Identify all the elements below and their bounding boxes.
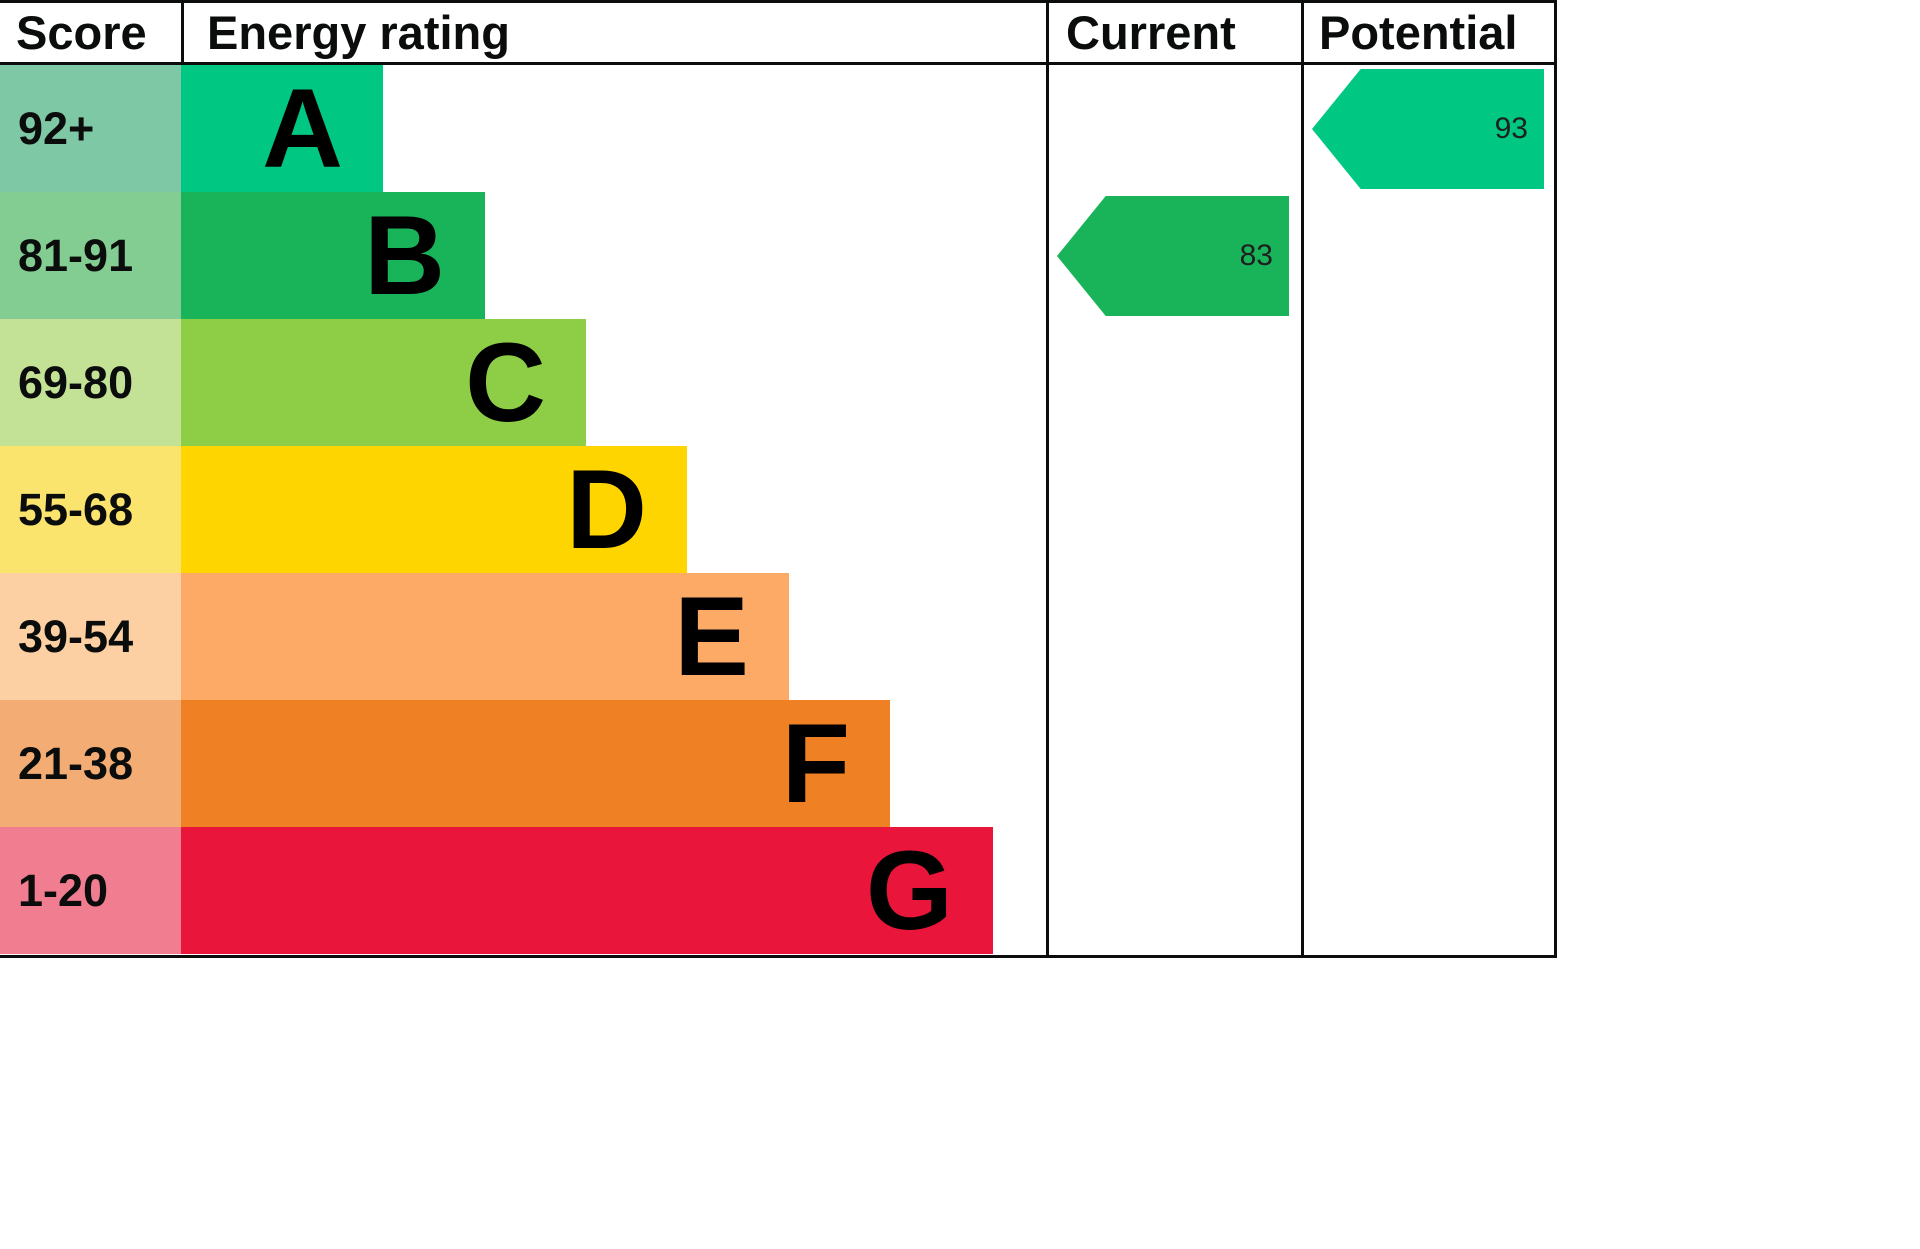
band-letter-d: D <box>566 446 647 572</box>
score-range-f: 21-38 <box>0 700 181 827</box>
band-bar-area: G <box>181 827 1045 954</box>
band-letter-g: G <box>865 827 953 953</box>
score-range-a: 92+ <box>0 65 181 192</box>
score-range-d: 55-68 <box>0 446 181 573</box>
band-row-d: 55-68 D <box>0 446 1557 573</box>
band-bar-area: A <box>181 65 1045 192</box>
band-bar-d: D <box>181 446 687 573</box>
chart-bottom-border <box>0 955 1557 958</box>
score-range-c: 69-80 <box>0 319 181 446</box>
band-bar-a: A <box>181 65 383 192</box>
band-bar-area: C <box>181 319 1045 446</box>
band-letter-f: F <box>781 700 850 826</box>
band-row-b: 81-91 B <box>0 192 1557 319</box>
chart-top-border <box>0 0 1557 3</box>
band-row-a: 92+ A <box>0 65 1557 192</box>
header-current: Current <box>1066 6 1236 59</box>
band-bar-f: F <box>181 700 890 827</box>
band-bar-e: E <box>181 573 789 700</box>
epc-energy-rating-chart: Score Energy rating Current Potential 92… <box>0 0 1557 958</box>
band-row-g: 1-20 G <box>0 827 1557 954</box>
band-bar-b: B <box>181 192 485 319</box>
band-row-f: 21-38 F <box>0 700 1557 827</box>
divider-rating-current <box>1046 0 1049 958</box>
header-score: Score <box>16 6 147 59</box>
divider-score-rating <box>181 0 184 65</box>
potential-rating-value: 93 <box>1494 112 1528 145</box>
band-bar-area: D <box>181 446 1045 573</box>
band-letter-c: C <box>465 319 546 445</box>
score-range-b: 81-91 <box>0 192 181 319</box>
header-energy-rating: Energy rating <box>207 6 510 59</box>
chart-header: Score Energy rating Current Potential <box>0 3 1557 62</box>
band-bar-g: G <box>181 827 993 954</box>
band-letter-b: B <box>364 192 445 318</box>
band-rows: 92+ A 81-91 B 69-80 C 5 <box>0 65 1557 954</box>
band-row-c: 69-80 C <box>0 319 1557 446</box>
current-rating-value: 83 <box>1239 239 1273 272</box>
band-letter-a: A <box>262 65 343 191</box>
band-letter-e: E <box>674 573 749 699</box>
chart-right-border <box>1554 0 1557 958</box>
header-potential: Potential <box>1319 6 1518 59</box>
potential-rating-arrow: 93 <box>1312 69 1544 189</box>
band-bar-area: E <box>181 573 1045 700</box>
divider-current-potential <box>1301 0 1304 958</box>
header-bottom-border <box>0 62 1557 65</box>
score-range-e: 39-54 <box>0 573 181 700</box>
band-bar-c: C <box>181 319 586 446</box>
band-bar-area: F <box>181 700 1045 827</box>
current-rating-arrow: 83 <box>1057 196 1289 316</box>
band-row-e: 39-54 E <box>0 573 1557 700</box>
score-range-g: 1-20 <box>0 827 181 954</box>
band-bar-area: B <box>181 192 1045 319</box>
